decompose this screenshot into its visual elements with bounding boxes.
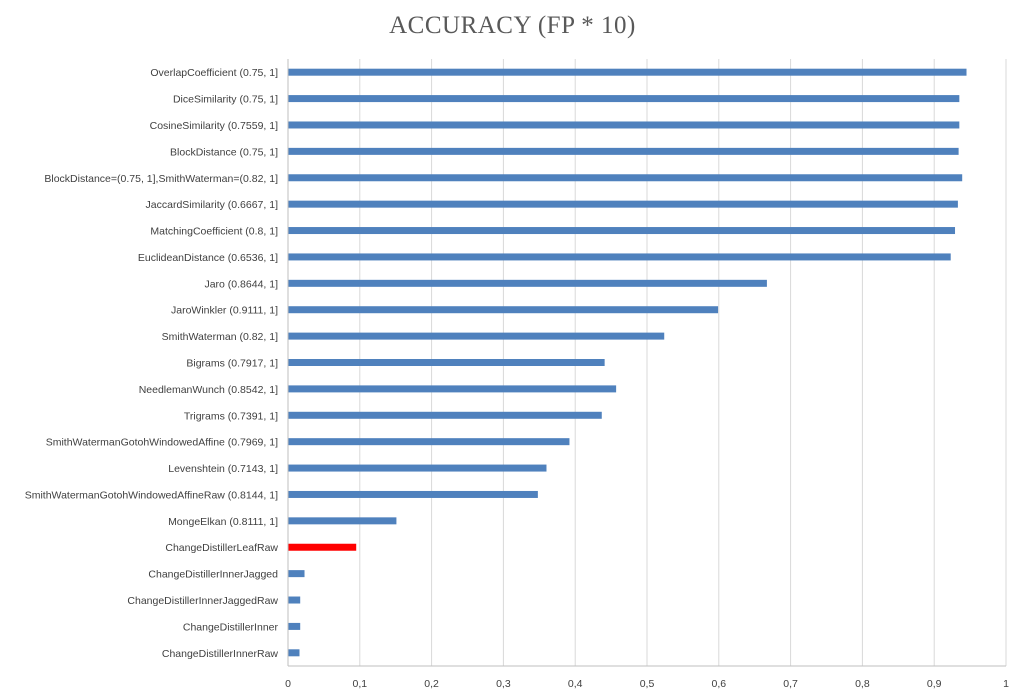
- x-tick-label: 0,1: [352, 678, 367, 690]
- x-tick-label: 0,2: [424, 678, 439, 690]
- category-label: ChangeDistillerInner: [183, 621, 279, 633]
- bar: [288, 200, 958, 208]
- bar-highlighted: [288, 543, 357, 551]
- bar: [288, 596, 301, 604]
- category-label: DiceSimilarity (0.75, 1]: [173, 94, 278, 106]
- category-label: JaccardSimilarity (0.6667, 1]: [146, 199, 279, 211]
- x-tick-label: 0,7: [783, 678, 798, 690]
- x-tick-label: 0,4: [568, 678, 583, 690]
- x-tick-label: 0,5: [640, 678, 655, 690]
- category-label: SmithWaterman (0.82, 1]: [162, 331, 278, 343]
- bar: [288, 570, 305, 578]
- bar: [288, 332, 665, 340]
- x-tick-label: 1: [1003, 678, 1009, 690]
- category-label: MatchingCoefficient (0.8, 1]: [150, 226, 278, 238]
- category-label: Bigrams (0.7917, 1]: [186, 358, 278, 370]
- category-label: JaroWinkler (0.9111, 1]: [171, 305, 278, 317]
- category-label: ChangeDistillerInnerJaggedRaw: [127, 595, 278, 607]
- bar: [288, 649, 300, 657]
- category-labels: OverlapCoefficient (0.75, 1] DiceSimilari…: [25, 67, 279, 660]
- category-label: ChangeDistillerLeafRaw: [165, 542, 278, 554]
- category-label: MongeElkan (0.8111, 1]: [168, 516, 278, 528]
- x-tick-label: 0: [285, 678, 291, 690]
- category-label: OverlapCoefficient (0.75, 1]: [150, 67, 278, 79]
- bar: [288, 490, 538, 498]
- category-label: Jaro (0.8644, 1]: [204, 278, 278, 290]
- bar: [288, 411, 602, 419]
- category-label: ChangeDistillerInnerRaw: [162, 648, 279, 660]
- bar: [288, 253, 951, 261]
- category-label: BlockDistance=(0.75, 1],SmithWaterman=(0…: [44, 173, 278, 185]
- category-label: BlockDistance (0.75, 1]: [170, 146, 278, 158]
- bar: [288, 95, 960, 103]
- x-tick-label: 0,8: [855, 678, 870, 690]
- bars: [288, 68, 967, 657]
- bar: [288, 359, 605, 366]
- category-label: Levenshtein (0.7143, 1]: [168, 463, 278, 475]
- x-tick-label: 0,6: [711, 678, 726, 690]
- category-label: EuclideanDistance (0.6536, 1]: [138, 252, 278, 264]
- x-tick-label: 0,9: [927, 678, 942, 690]
- category-label: SmithWatermanGotohWindowedAffineRaw (0.8…: [25, 489, 278, 501]
- category-label: Trigrams (0.7391, 1]: [184, 410, 278, 422]
- bar: [288, 174, 963, 182]
- bar: [288, 306, 719, 314]
- bar: [288, 279, 767, 287]
- bar: [288, 227, 956, 235]
- bar: [288, 147, 959, 155]
- bar: [288, 622, 301, 630]
- bar: [288, 68, 967, 76]
- bar: [288, 121, 960, 129]
- bar: [288, 517, 397, 525]
- category-label: ChangeDistillerInnerJagged: [148, 569, 278, 581]
- x-tick-label: 0,3: [496, 678, 511, 690]
- chart-title: ACCURACY (FP * 10): [389, 12, 636, 39]
- category-label: CosineSimilarity (0.7559, 1]: [150, 120, 278, 132]
- x-tick-labels: 0 0,1 0,2 0,3 0,4 0,5 0,6 0,7 0,8 0,9 1: [285, 678, 1009, 690]
- bar: [288, 438, 570, 446]
- bar: [288, 385, 617, 393]
- bar: [288, 464, 547, 472]
- category-label: SmithWatermanGotohWindowedAffine (0.7969…: [46, 437, 278, 449]
- category-label: NeedlemanWunch (0.8542, 1]: [139, 384, 278, 396]
